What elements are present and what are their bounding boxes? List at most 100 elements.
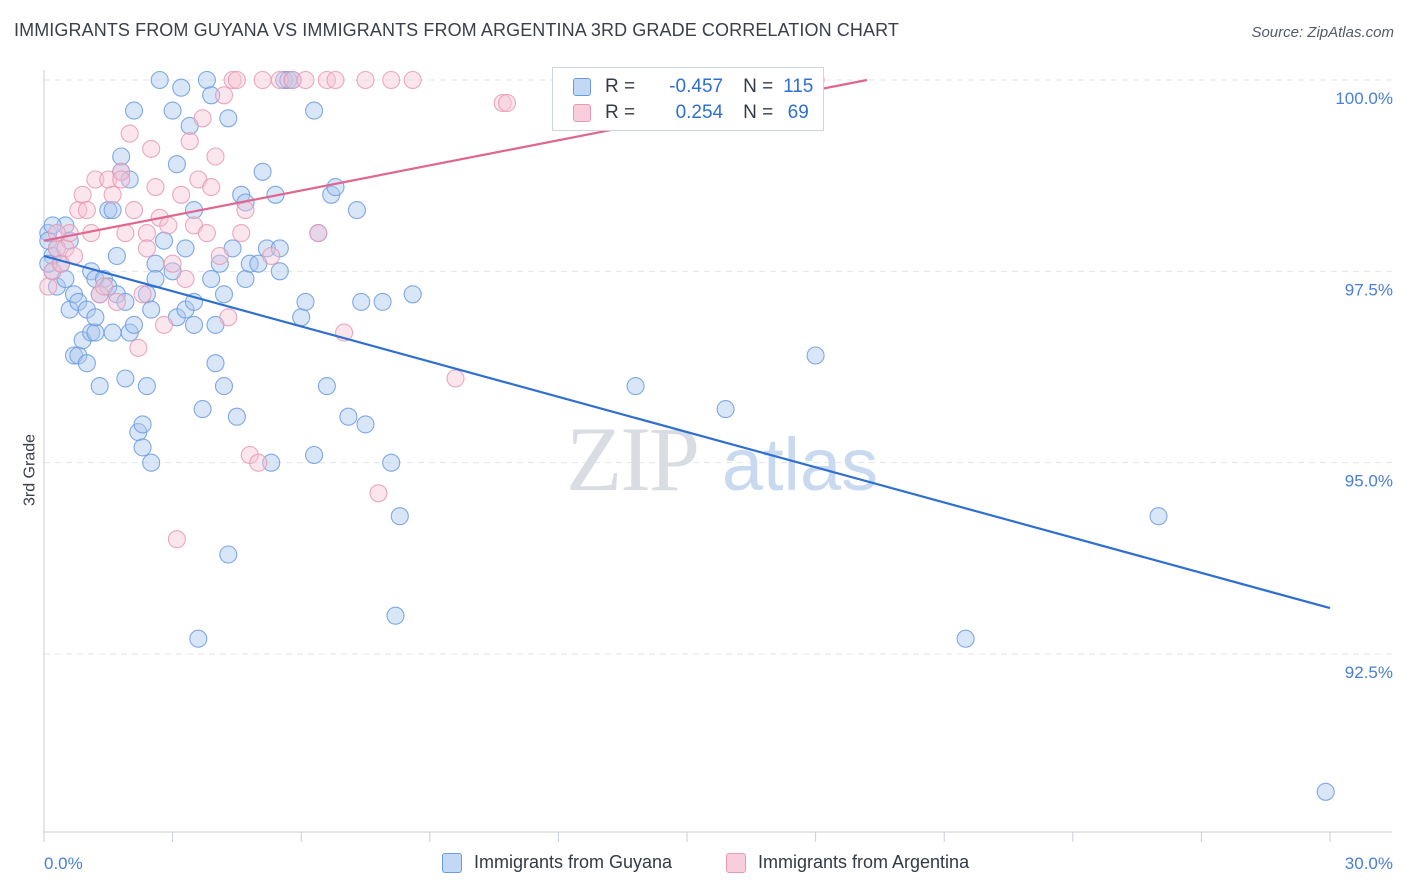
point-guyana (210, 254, 229, 273)
legend-swatch-argentina (573, 104, 591, 122)
point-guyana (956, 629, 975, 648)
point-guyana (716, 400, 735, 419)
point-argentina (112, 170, 131, 189)
point-argentina (120, 124, 139, 143)
point-argentina (133, 285, 152, 304)
point-argentina (129, 338, 148, 357)
tick-labels: 92.5% 95.0% 97.5% 100.0% 0.0% 30.0% (44, 89, 1393, 873)
series-swatch-guyana (442, 852, 462, 873)
point-argentina (236, 201, 255, 220)
point-guyana (150, 70, 169, 90)
point-guyana (90, 377, 109, 396)
stats-legend: R = -0.457 N = 115 R = 0.254 N = 69 (552, 67, 824, 131)
point-argentina (262, 246, 281, 266)
point-guyana (317, 377, 336, 396)
point-guyana (1316, 782, 1335, 801)
point-guyana (356, 415, 375, 434)
trend-lines (43, 78, 1331, 610)
point-argentina (154, 315, 174, 334)
chart-title: IMMIGRANTS FROM GUYANA VS IMMIGRANTS FRO… (14, 20, 899, 40)
point-argentina (172, 185, 191, 204)
x-tick-label: 0.0% (44, 854, 83, 873)
point-argentina (159, 216, 178, 235)
point-guyana (167, 155, 186, 174)
point-guyana (296, 292, 315, 311)
point-argentina (497, 93, 517, 113)
legend-row-guyana: R = -0.457 N = 115 (573, 75, 823, 99)
point-guyana (373, 292, 392, 311)
point-guyana (103, 201, 122, 220)
point-argentina (210, 246, 229, 266)
point-argentina (77, 201, 96, 220)
trend-line-guyana (43, 254, 1331, 610)
point-argentina (180, 132, 199, 151)
point-argentina (163, 254, 182, 273)
point-guyana (189, 629, 208, 648)
point-guyana (116, 369, 135, 388)
point-guyana (112, 147, 131, 166)
legend-n-label: N = (743, 102, 774, 123)
point-argentina (227, 70, 246, 90)
point-guyana (77, 354, 96, 373)
point-argentina (137, 239, 156, 258)
point-argentina (103, 185, 122, 204)
source-label: Source: ZipAtlas.com (1251, 24, 1394, 41)
point-guyana (253, 162, 272, 181)
point-argentina (107, 292, 126, 311)
legend-r-label: R = (605, 76, 636, 97)
point-argentina (39, 277, 58, 296)
point-guyana (227, 407, 246, 426)
point-guyana (142, 453, 161, 472)
point-argentina (249, 453, 268, 472)
point-argentina (214, 86, 234, 105)
point-argentina (253, 70, 272, 90)
point-guyana (86, 308, 105, 327)
point-argentina (86, 170, 105, 189)
point-argentina (356, 70, 375, 90)
x-tick-label: 30.0% (1345, 854, 1393, 873)
point-guyana (262, 453, 281, 472)
point-guyana (142, 300, 161, 319)
point-guyana (197, 70, 216, 90)
point-guyana (163, 101, 182, 120)
point-guyana (146, 254, 165, 273)
point-guyana (305, 101, 324, 120)
point-guyana (305, 445, 324, 465)
point-argentina (94, 277, 114, 296)
point-guyana (202, 86, 221, 105)
point-guyana (219, 545, 238, 564)
point-guyana (214, 377, 234, 396)
point-guyana (386, 606, 405, 625)
series-swatch-argentina (726, 852, 746, 873)
watermark-zip: ZIP (566, 408, 698, 510)
series-legend-guyana: Immigrants from Guyana (442, 852, 672, 873)
gridlines (44, 79, 1392, 655)
point-argentina (137, 224, 156, 243)
point-guyana (219, 109, 238, 128)
point-guyana (206, 354, 225, 373)
watermark-atlas: atlas (722, 423, 878, 506)
point-guyana (390, 507, 409, 526)
data-points (39, 70, 1335, 801)
point-argentina (197, 224, 216, 243)
point-argentina (116, 224, 135, 243)
legend-row-argentina: R = 0.254 N = 69 (573, 101, 823, 125)
point-argentina (219, 308, 238, 327)
point-argentina (270, 70, 289, 90)
point-argentina (124, 201, 144, 220)
axes (43, 70, 1392, 842)
point-argentina (142, 139, 161, 158)
point-guyana (292, 308, 311, 327)
point-guyana (214, 285, 234, 304)
point-argentina (403, 70, 422, 90)
point-argentina (382, 70, 401, 90)
point-guyana (1149, 507, 1168, 526)
point-argentina (309, 224, 328, 243)
point-guyana (806, 346, 825, 365)
point-guyana (103, 323, 122, 342)
legend-n-value-guyana: 115 (783, 76, 814, 97)
point-guyana (403, 285, 422, 304)
point-guyana (236, 269, 255, 289)
point-argentina (146, 178, 165, 197)
